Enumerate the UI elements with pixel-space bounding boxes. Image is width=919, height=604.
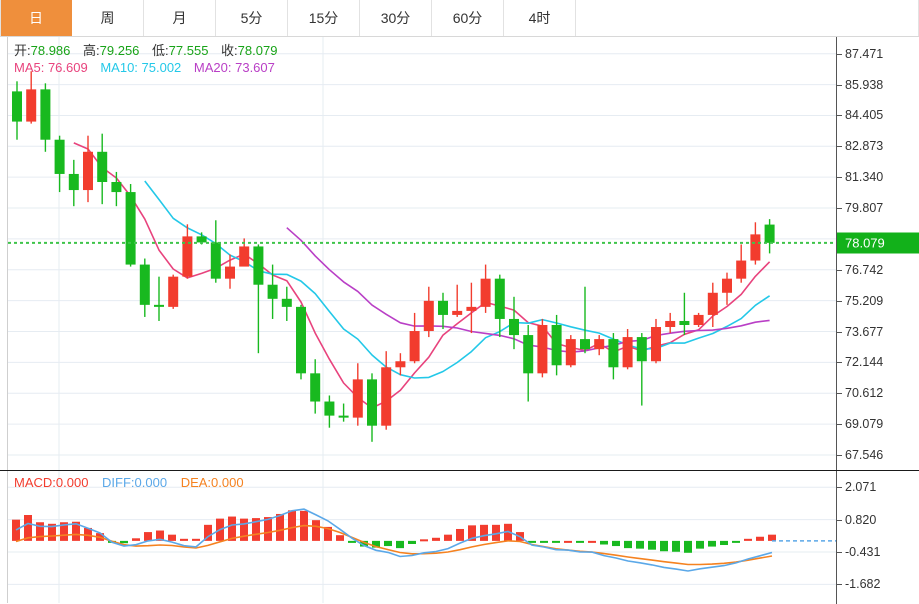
close-value: 78.079 [237,43,278,58]
tab-week[interactable]: 周 [72,0,144,36]
tab-day-label: 日 [29,10,43,26]
high-value: 79.256 [99,43,140,58]
tab-60min[interactable]: 60分 [432,0,504,36]
macd-plot-area[interactable] [7,471,836,603]
close-label: 收: [221,43,238,58]
low-label: 低: [152,43,169,58]
price-tick-label: 85.938 [837,78,883,92]
macd-panel: MACD:0.000 DIFF:0.000 DEA:0.000 2.071 0.8… [0,470,919,604]
price-tick-label: 70.612 [837,386,883,400]
price-tick-label: 82.873 [837,139,883,153]
macd-axis: 2.071 0.820 -0.431 -1.682 [836,471,919,604]
ma5-readout: MA5: 76.609 [14,60,88,75]
open-value: 78.986 [30,43,71,58]
price-plot-area[interactable] [7,37,836,470]
tab-15min[interactable]: 15分 [288,0,360,36]
tab-5min[interactable]: 5分 [216,0,288,36]
tab-month-label: 月 [172,10,187,26]
price-panel: 87.471 85.938 84.405 82.873 81.340 79.807 76.7… [0,37,919,470]
price-tick-label: 73.677 [837,325,883,339]
price-tick-label: 79.807 [837,201,883,215]
high-label: 高: [83,43,100,58]
macd-tick-label: 0.820 [837,513,876,527]
tab-4hour-label: 4时 [528,10,551,26]
tab-60min-label: 60分 [452,10,483,26]
tab-month[interactable]: 月 [144,0,216,36]
tab-5min-label: 5分 [240,10,263,26]
ma-row: MA5: 76.609 MA10: 75.002 MA20: 73.607 [14,59,277,76]
dea-value-label: DEA:0.000 [180,475,244,490]
price-tick-label: 84.405 [837,108,883,122]
price-tick-label: 81.340 [837,170,883,184]
candlestick-svg [8,37,836,470]
ohlc-readout: 开:78.986 高:79.256 低:77.555 收:78.079 MA5:… [14,42,277,76]
price-tick-label: 69.079 [837,417,883,431]
last-price-badge: 78.079 [837,232,919,254]
tab-day[interactable]: 日 [0,0,72,36]
ma10-readout: MA10: 75.002 [100,60,182,75]
macd-tick-label: -0.431 [837,545,880,559]
price-tick-label: 75.209 [837,294,883,308]
price-tick-label: 76.742 [837,263,883,277]
tab-4hour[interactable]: 4时 [504,0,576,36]
ma20-readout: MA20: 73.607 [193,60,275,75]
price-tick-label: 87.471 [837,47,883,61]
low-value: 77.555 [168,43,209,58]
macd-svg [8,471,836,603]
tab-15min-label: 15分 [308,10,339,26]
tab-30min-label: 30分 [380,10,411,26]
tab-week-label: 周 [100,10,115,26]
open-label: 开: [14,43,31,58]
timeframe-tabbar: 日 周 月 5分 15分 30分 60分 4时 [0,0,919,37]
ohlc-row: 开:78.986 高:79.256 低:77.555 收:78.079 [14,42,277,59]
tabbar-filler [576,0,919,36]
macd-value-label: MACD:0.000 [14,475,89,490]
price-tick-label: 67.546 [837,448,883,462]
macd-tick-label: -1.682 [837,577,880,591]
diff-value-label: DIFF:0.000 [102,475,168,490]
price-axis: 87.471 85.938 84.405 82.873 81.340 79.807 76.7… [836,37,919,470]
price-tick-label: 72.144 [837,355,883,369]
tab-30min[interactable]: 30分 [360,0,432,36]
macd-tick-label: 2.071 [837,480,876,494]
macd-legend: MACD:0.000 DIFF:0.000 DEA:0.000 [14,475,244,490]
